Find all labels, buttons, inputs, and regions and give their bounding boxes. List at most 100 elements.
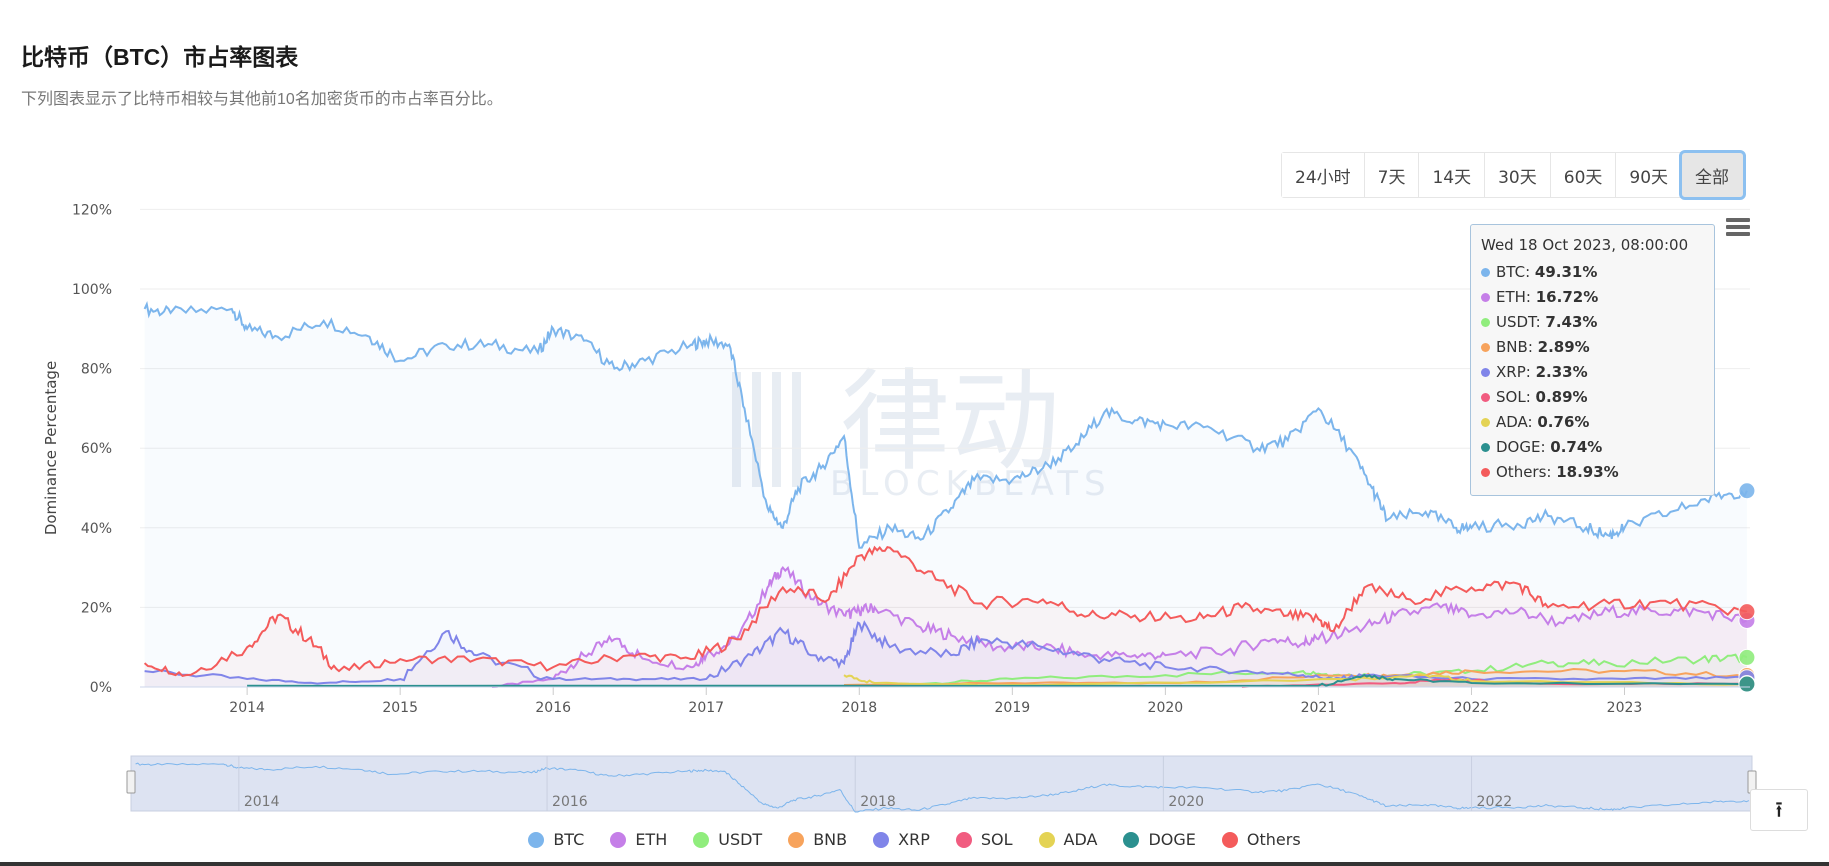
legend-label: BTC [553,830,585,849]
tooltip-row-btc: BTC: 49.31% [1481,260,1704,285]
hover-marker-others [1738,603,1756,621]
tooltip-series-value: 18.93% [1556,463,1619,481]
tooltip-series-value: 2.33% [1535,363,1588,381]
navigator-tick-label: 2014 [244,794,280,810]
range-all-button[interactable]: 全部 [1679,150,1747,200]
tooltip-series-value: 0.74% [1550,438,1603,456]
x-tick-label: 2018 [841,700,877,716]
legend-dot-icon [1038,831,1055,848]
x-tick-label: 2016 [535,700,571,716]
x-tick-label: 2014 [229,700,265,716]
y-tick-label: 40% [81,521,112,537]
navigator-series-btc [135,762,1750,813]
tooltip-row-bnb: BNB: 2.89% [1481,335,1704,360]
legend-item-doge[interactable]: DOGE [1123,830,1196,849]
page-bottom-border [0,862,1829,866]
range-30d-button[interactable]: 30天 [1485,153,1551,197]
area-btc [144,304,1747,687]
navigator-tick-label: 2016 [552,794,588,810]
legend-label: ETH [635,830,668,849]
x-tick-label: 2017 [688,700,724,716]
tooltip-row-doge: DOGE: 0.74% [1481,435,1704,460]
navigator-tick-label: 2020 [1168,794,1204,810]
y-tick-label: 20% [81,600,112,616]
tooltip-row-ada: ADA: 0.76% [1481,410,1704,435]
area-others [144,547,1747,687]
legend-dot-icon [788,831,805,848]
legend-item-others[interactable]: Others [1221,830,1301,849]
legend-dot-icon [1221,831,1238,848]
legend-label: XRP [898,830,930,849]
navigator-handle-left[interactable] [126,770,136,794]
series-line-doge[interactable] [247,673,1747,687]
tooltip-series-value: 7.43% [1545,313,1598,331]
tooltip-row-sol: SOL: 0.89% [1481,385,1704,410]
range-selector: 24小时 7天 14天 30天 60天 90天 全部 [1281,150,1747,200]
legend-item-ada[interactable]: ADA [1038,830,1097,849]
tooltip-series-name: ETH [1496,288,1526,306]
series-dot-icon [1481,393,1490,402]
chart-legend: BTC ETH USDT BNB XRP SOL ADA DOGE Others [0,830,1829,849]
series-dot-icon [1481,268,1490,277]
x-tick-label: 2022 [1454,700,1490,716]
legend-label: USDT [718,830,763,849]
series-line-btc[interactable] [143,301,1748,549]
tooltip-series-name: DOGE [1496,438,1541,456]
tooltip-series-value: 0.76% [1537,413,1590,431]
x-tick-label: 2021 [1301,700,1337,716]
tooltip-date: Wed 18 Oct 2023, 08:00:00 [1481,236,1689,254]
tooltip-series-value: 0.89% [1535,388,1588,406]
tooltip-series-name: BTC [1496,263,1526,281]
x-tick-label: 2023 [1607,700,1643,716]
legend-dot-icon [955,831,972,848]
tooltip-series-value: 49.31% [1534,263,1598,281]
range-24h-button[interactable]: 24小时 [1282,153,1365,197]
range-14d-button[interactable]: 14天 [1419,153,1486,197]
range-60d-button[interactable]: 60天 [1550,153,1617,197]
tooltip-row-usdt: USDT: 7.43% [1481,310,1704,335]
series-line-others[interactable] [143,545,1748,678]
legend-item-xrp[interactable]: XRP [873,830,930,849]
hover-marker-usdt [1738,648,1756,666]
y-tick-label: 120% [72,202,112,218]
legend-dot-icon [610,831,627,848]
tooltip-series-value: 16.72% [1535,288,1599,306]
back-to-top-button[interactable]: ⭱ [1750,789,1808,831]
y-tick-label: 60% [81,441,112,457]
range-7d-button[interactable]: 7天 [1364,153,1420,197]
tooltip-series-name: BNB [1496,338,1528,356]
legend-dot-icon [528,831,545,848]
tooltip-row-eth: ETH: 16.72% [1481,285,1704,310]
legend-dot-icon [693,831,710,848]
tooltip-series-name: SOL [1496,388,1526,406]
legend-item-usdt[interactable]: USDT [693,830,762,849]
x-tick-label: 2015 [382,700,418,716]
series-dot-icon [1481,293,1490,302]
tooltip-series-name: XRP [1496,363,1526,381]
watermark-text: 律动 [840,358,1060,486]
legend-item-eth[interactable]: ETH [610,830,667,849]
hover-marker-btc [1738,482,1756,500]
series-dot-icon [1481,343,1490,352]
range-90d-button[interactable]: 90天 [1616,153,1683,197]
legend-item-btc[interactable]: BTC [528,830,584,849]
tooltip-row-others: Others: 18.93% [1481,460,1704,485]
series-dot-icon [1481,468,1490,477]
legend-label: DOGE [1148,830,1196,849]
tooltip-series-value: 2.89% [1537,338,1590,356]
legend-item-bnb[interactable]: BNB [788,830,847,849]
legend-item-sol[interactable]: SOL [955,830,1013,849]
area-xrp [144,622,1747,687]
series-dot-icon [1481,368,1490,377]
legend-label: Others [1246,830,1301,849]
y-tick-label: 80% [81,362,112,378]
page-subtitle: 下列图表显示了比特币相较与其他前10名加密货币的市占率百分比。 [21,91,503,108]
chart-menu-icon[interactable] [1726,218,1750,236]
legend-label: BNB [813,830,848,849]
series-dot-icon [1481,418,1490,427]
legend-dot-icon [873,831,890,848]
navigator[interactable]: 2014 2016 2018 2020 2022 [126,755,1757,813]
x-tick-label: 2019 [995,700,1031,716]
tooltip-series-name: USDT [1496,313,1536,331]
series-dot-icon [1481,443,1490,452]
